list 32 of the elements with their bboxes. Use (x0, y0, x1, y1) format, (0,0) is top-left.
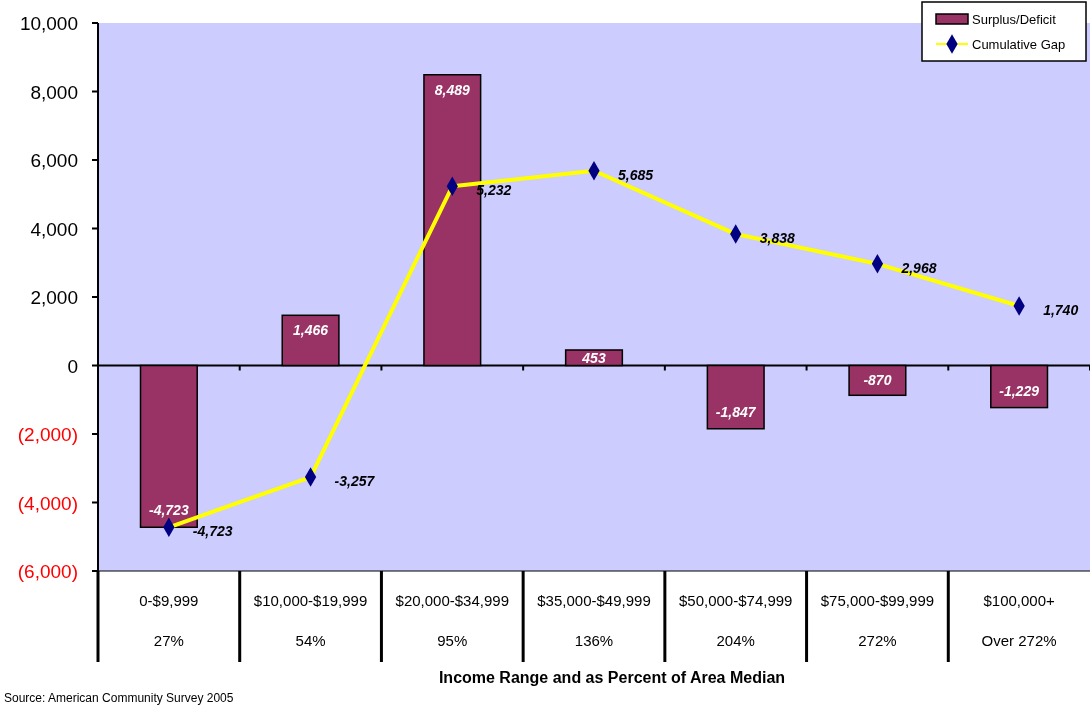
category-label: $100,000+ Over 272% (981, 592, 1057, 649)
y-tick-label: (4,000) (17, 492, 78, 514)
y-tick-label: 2,000 (30, 287, 78, 308)
y-tick-label: 8,000 (30, 81, 78, 103)
data-label: -1,847 (715, 403, 757, 420)
data-label: -4,723 (192, 523, 233, 540)
y-tick-label: (2,000) (17, 424, 78, 445)
data-label: -870 (863, 372, 892, 389)
category-label: $20,000-$34,999 95% (395, 592, 509, 649)
y-tick-label: 0 (67, 355, 78, 377)
data-label: 8,489 (434, 81, 471, 98)
data-label: -1,229 (999, 382, 1040, 399)
y-tick-label: 6,000 (30, 150, 78, 171)
data-label: -4,723 (149, 502, 189, 519)
data-label: 1,740 (1043, 301, 1079, 318)
category-label: 0-$9,999 27% (139, 592, 199, 649)
y-tick-label: (6,000) (17, 561, 78, 582)
y-tick-label: 4,000 (30, 218, 78, 240)
data-label: 2,968 (900, 259, 937, 276)
category-label: $75,000-$99,999 272% (820, 592, 935, 649)
y-tick-label: 10,000 (19, 13, 78, 34)
legend-label: Surplus/Deficit (972, 12, 1057, 27)
data-label: -3,257 (334, 473, 376, 490)
legend-label: Cumulative Gap (972, 37, 1066, 52)
category-label: $35,000-$49,999 136% (537, 592, 651, 649)
category-label: $10,000-$19,999 54% (253, 592, 368, 649)
category-label: $50,000-$74,999 204% (679, 592, 793, 649)
text: Income Range and as Percent of Area Median (438, 669, 786, 686)
data-label: 5,685 (618, 166, 654, 183)
data-label: 453 (581, 349, 606, 366)
data-label: 1,466 (293, 322, 329, 339)
source-note: Source: American Community Survey 2005 (4, 691, 234, 705)
